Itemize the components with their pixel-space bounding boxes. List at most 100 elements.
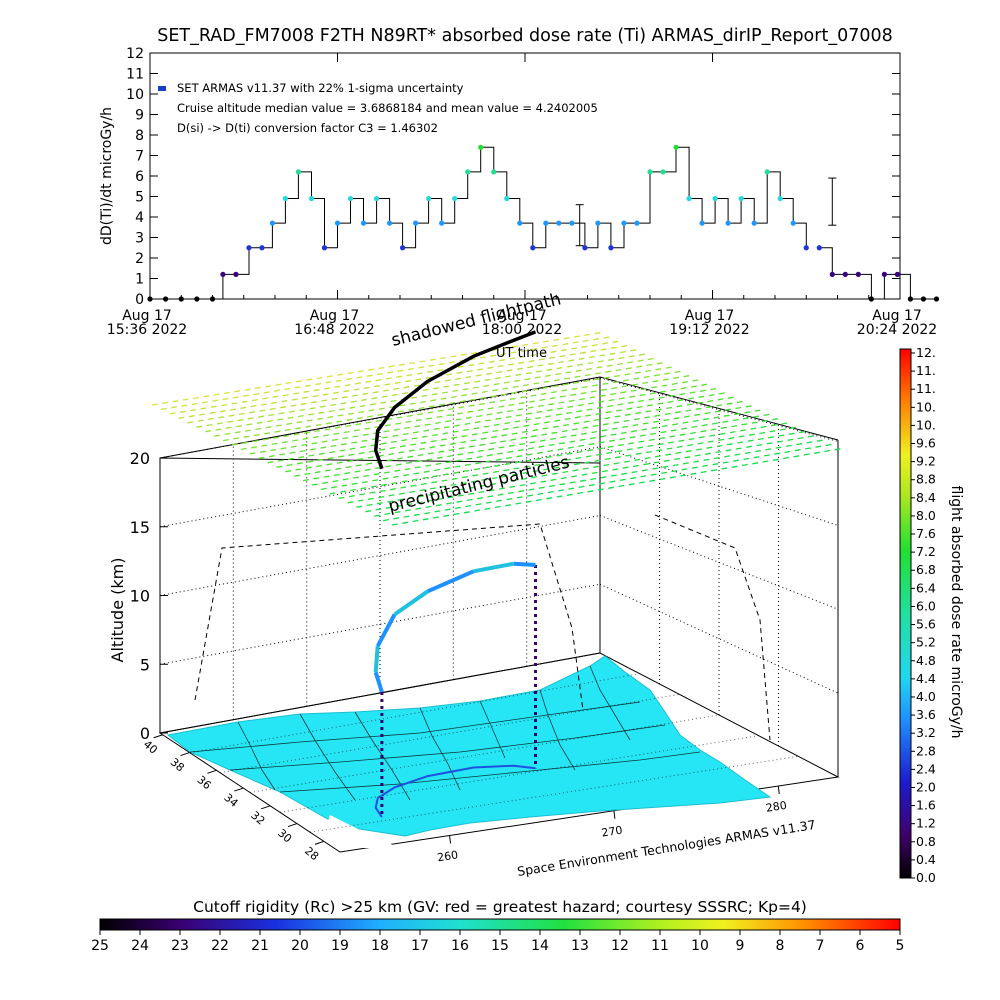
rigidity-colorbar-tick-label: 10 <box>691 938 709 954</box>
data-point <box>478 144 484 150</box>
rigidity-colorbar-ticks: 25 24 23 22 21 20 19 18 17 16 15 14 13 12 11 10 9 8 7 6 5 <box>91 930 904 954</box>
dose-colorbar-tick-label: 10. <box>916 399 936 414</box>
particle-row <box>311 409 761 486</box>
dose-colorbar-bar <box>899 348 912 879</box>
x-tick-date: Aug 17 <box>872 308 922 324</box>
data-point <box>517 220 523 226</box>
top-back-edge <box>599 376 839 441</box>
data-point <box>673 144 679 150</box>
particle-row <box>222 366 672 442</box>
legend-marker <box>158 86 166 91</box>
y-tick-label: 3 <box>135 231 144 247</box>
dose-colorbar-tick-label: 5.2 <box>916 635 936 650</box>
particle-row <box>329 418 779 495</box>
error-bars <box>575 177 837 247</box>
data-point <box>920 296 927 302</box>
latitude-tick <box>234 787 244 792</box>
rigidity-colorbar-tick-label: 19 <box>331 938 349 954</box>
particle-row <box>267 387 717 464</box>
dose-colorbar-tick-label: 2.0 <box>916 779 936 794</box>
data-point <box>634 220 640 226</box>
data-point <box>907 296 914 302</box>
dose-colorbar-tick-label: 3.6 <box>916 707 936 722</box>
dose-colorbar-tick-label: 3.2 <box>916 725 936 740</box>
data-point <box>259 245 265 251</box>
precipitating-particles-layer <box>151 332 841 526</box>
dose-rate-series <box>147 144 940 302</box>
altitude-tick-label: 20 <box>130 449 150 468</box>
rigidity-colorbar-tick-label: 9 <box>736 938 745 954</box>
data-point <box>413 220 419 226</box>
particle-row <box>391 448 841 526</box>
flight-segment <box>375 613 397 648</box>
legend-series: SET ARMAS v11.37 with 22% 1-sigma uncert… <box>177 81 464 95</box>
latitude-tick-label: 28 <box>302 844 321 863</box>
data-point <box>868 296 874 302</box>
data-point <box>829 271 835 277</box>
particle-row <box>231 370 681 446</box>
data-point <box>220 271 226 277</box>
particle-row <box>187 349 637 424</box>
data-point <box>426 195 432 202</box>
dose-colorbar-tick-label: 10. <box>916 417 936 432</box>
dose-colorbar-tick-label: 6.4 <box>916 580 936 595</box>
shadowed-flightpath-line <box>373 330 537 470</box>
altitude-ticks: 0 5 10 15 20 <box>130 449 168 743</box>
dose-colorbar-tick-label: 2.4 <box>916 761 936 776</box>
x-tick-time: 18:00 2022 <box>482 322 562 338</box>
altitude-tick-label: 10 <box>130 587 150 606</box>
legend-conversion: D(si) -> D(ti) conversion factor C3 = 1.… <box>177 121 438 135</box>
data-point <box>400 245 406 251</box>
floor-gridline <box>249 714 720 793</box>
state-boundary <box>189 701 641 753</box>
state-boundary <box>589 665 631 741</box>
data-point <box>439 220 445 226</box>
particle-row <box>169 340 619 415</box>
altitude-tick-label: 15 <box>130 518 150 537</box>
data-point <box>725 220 731 226</box>
data-point <box>321 245 328 251</box>
altitude-tick-label: 5 <box>140 655 150 674</box>
x-tick-time: 15:36 2022 <box>107 322 187 338</box>
particle-row <box>338 422 788 499</box>
gulf-water <box>325 815 400 848</box>
data-point <box>569 220 575 226</box>
longitude-tick <box>449 835 452 844</box>
data-point <box>147 296 153 302</box>
ground-track <box>374 764 536 818</box>
particle-row <box>356 430 805 508</box>
particle-row <box>196 353 645 428</box>
x-tick-date: Aug 17 <box>310 308 360 324</box>
y-tick-label: 7 <box>135 149 144 165</box>
data-point <box>334 220 341 226</box>
latitude-tick-label: 36 <box>195 773 214 792</box>
dose-colorbar-tick-label: 7.6 <box>916 526 936 541</box>
data-point <box>163 296 169 302</box>
particle-row <box>151 332 601 406</box>
rigidity-colorbar-bar <box>99 918 901 931</box>
state-boundary <box>479 700 506 759</box>
data-point <box>660 169 666 175</box>
rigidity-colorbar-tick-label: 20 <box>291 938 309 954</box>
x-tick-date: Aug 17 <box>685 308 735 324</box>
dose-colorbar-tick-label: 1.6 <box>916 798 936 813</box>
particle-row <box>205 357 654 433</box>
dose-colorbar-label: flight absorbed dose rate microGy/h <box>948 486 964 739</box>
data-point <box>790 220 796 226</box>
dose-colorbar-tick-label: 1.2 <box>916 816 936 831</box>
particle-row <box>178 344 628 419</box>
altitude-tick-label: 0 <box>140 724 150 743</box>
x-tick-time: 16:48 2022 <box>294 322 374 338</box>
series-step-line <box>150 146 807 300</box>
particle-row <box>285 396 734 473</box>
y-axis-label: dD(Ti)/dt microGy/h <box>99 107 115 245</box>
dose-colorbar-ticks: 0.0 0.4 0.8 1.2 1.6 2.0 2.4 2.8 3.2 3.6 4.0 4.4 4.8 5… <box>911 345 936 885</box>
rigidity-colorbar-tick-label: 23 <box>171 938 189 954</box>
flight-segment <box>426 569 475 594</box>
rigidity-colorbar-tick-label: 16 <box>451 938 469 954</box>
dose-colorbar-tick-label: 9.6 <box>916 436 936 451</box>
data-point <box>881 271 887 277</box>
longitude-tick <box>613 810 616 819</box>
